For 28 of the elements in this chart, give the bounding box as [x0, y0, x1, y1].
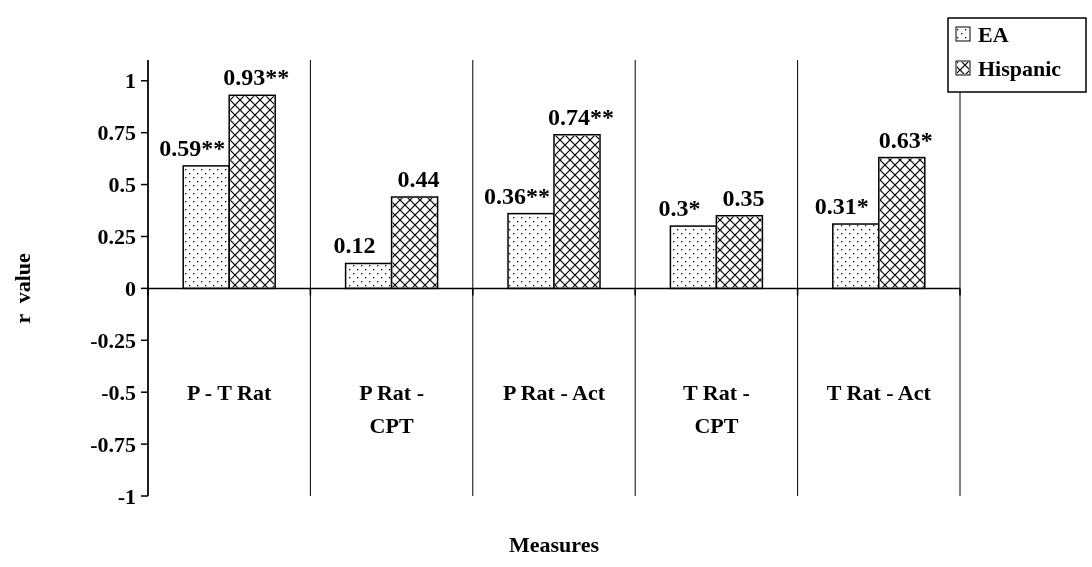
x-tick-label: P Rat - Act	[502, 379, 606, 405]
y-tick-label: -0.25	[90, 327, 136, 353]
data-label: 0.3*	[658, 195, 701, 222]
x-tick-label: P Rat - CPT	[359, 379, 424, 438]
x-tick-label: T Rat - CPT	[682, 379, 750, 438]
y-tick-label: 0.75	[97, 120, 136, 146]
data-label: 0.35	[722, 184, 765, 211]
data-label: 0.63*	[878, 126, 933, 153]
x-tick-label: P - T Rat	[187, 379, 272, 405]
legend-label: Hispanic	[978, 55, 1062, 81]
y-tick-label: -1	[117, 483, 136, 509]
data-label: 0.36**	[484, 182, 550, 209]
y-axis-title: r value	[10, 252, 35, 324]
data-label: 0.12	[333, 232, 376, 259]
y-tick-label: 0.5	[108, 172, 136, 198]
data-label: 0.93**	[223, 64, 290, 91]
data-label: 0.74**	[548, 103, 614, 130]
y-tick-label: -0.75	[90, 431, 136, 457]
y-tick-label: 0.25	[97, 224, 136, 250]
y-tick-label: 1	[125, 68, 136, 94]
y-tick-label: -0.5	[101, 379, 136, 405]
data-label: 0.44	[397, 166, 440, 193]
legend-label: EA	[978, 21, 1009, 47]
x-tick-label: T Rat - Act	[826, 379, 932, 405]
data-label: 0.59**	[159, 134, 226, 161]
y-tick-label: 0	[125, 276, 136, 302]
x-axis-title: Measures	[508, 532, 600, 557]
data-label: 0.31*	[814, 193, 869, 220]
